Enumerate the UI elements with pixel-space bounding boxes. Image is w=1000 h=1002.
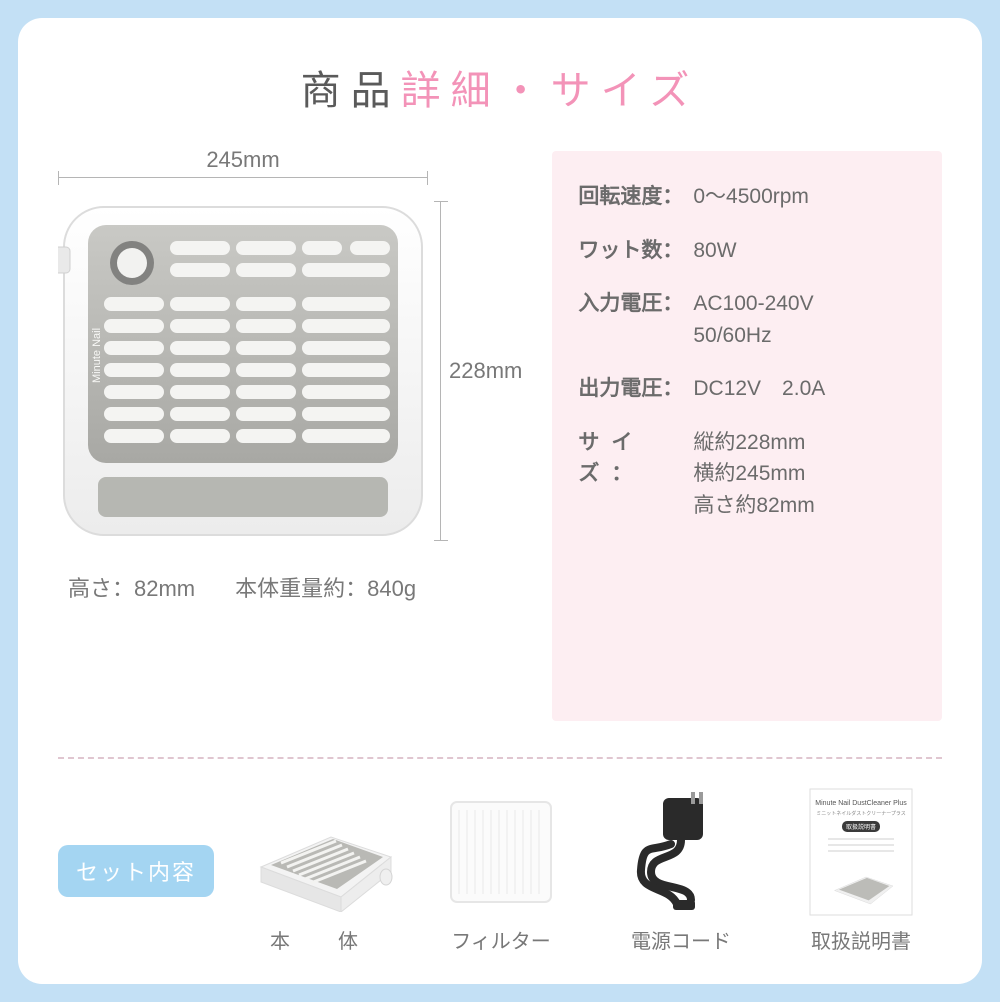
set-thumb — [236, 787, 406, 917]
product-row: Minute Nail 228mm — [58, 201, 522, 541]
height-dim-line — [440, 201, 441, 541]
spec-size: サイズ： 縦約228mm横約245mm高さ約82mm — [578, 427, 916, 522]
spec-rotation: 回転速度： 0〜4500rpm — [578, 181, 916, 213]
set-item-label: 取扱説明書 — [776, 925, 946, 954]
width-label: 245mm — [206, 147, 279, 173]
spec-watts: ワット数： 80W — [578, 235, 916, 267]
height-label: 228mm — [449, 358, 522, 384]
title-part1: 商品 — [301, 69, 401, 113]
set-item-filter: フィルター — [416, 787, 586, 954]
svg-text:Minute Nail DustCleaner Plus: Minute Nail DustCleaner Plus — [815, 800, 907, 807]
spec-label: 入力電圧： — [578, 288, 693, 351]
depth-label: 高さ：82mm — [68, 571, 195, 603]
spec-output: 出力電圧： DC12V 2.0A — [578, 373, 916, 405]
spec-value: 80W — [693, 235, 736, 267]
spec-value: 0〜4500rpm — [693, 181, 809, 213]
set-item-body: 本 体 — [236, 787, 406, 954]
spec-box: 回転速度： 0〜4500rpm ワット数： 80W 入力電圧： AC100-24… — [552, 151, 942, 721]
set-item-label: 電源コード — [596, 925, 766, 954]
height-dimension: 228mm — [440, 201, 522, 541]
main-row: 245mm — [58, 151, 942, 721]
spec-input: 入力電圧： AC100-240V50/60Hz — [578, 288, 916, 351]
spec-label: 回転速度： — [578, 181, 693, 213]
divider — [58, 757, 942, 759]
weight-label: 本体重量約：840g — [235, 571, 416, 603]
width-dimension: 245mm — [58, 151, 428, 187]
set-thumb — [596, 787, 766, 917]
under-info: 高さ：82mm 本体重量約：840g — [58, 571, 522, 603]
spec-label: サイズ： — [578, 427, 693, 522]
spec-value: 縦約228mm横約245mm高さ約82mm — [693, 427, 814, 522]
set-contents-row: セット内容 — [58, 787, 942, 954]
product-spec-card: 商品詳細・サイズ 245mm — [18, 18, 982, 984]
svg-text:取扱説明書: 取扱説明書 — [846, 823, 876, 831]
set-item-cord: 電源コード — [596, 787, 766, 954]
svg-text:Minute Nail: Minute Nail — [91, 328, 103, 383]
set-item-label: 本 体 — [236, 925, 406, 954]
page-title: 商品詳細・サイズ — [58, 58, 942, 116]
spec-value: AC100-240V50/60Hz — [693, 288, 813, 351]
set-thumb: Minute Nail DustCleaner Plus ミニットネイルダストク… — [776, 787, 946, 917]
set-item-manual: Minute Nail DustCleaner Plus ミニットネイルダストク… — [776, 787, 946, 954]
width-dim-line — [58, 177, 428, 178]
svg-text:ミニットネイルダストクリーナープラス: ミニットネイルダストクリーナープラス — [816, 810, 906, 817]
spec-value: DC12V 2.0A — [693, 373, 825, 405]
title-part2: 詳細・サイズ — [401, 69, 700, 113]
set-item-label: フィルター — [416, 925, 586, 954]
product-image: Minute Nail — [58, 201, 428, 541]
set-heading: セット内容 — [58, 845, 214, 897]
spec-label: ワット数： — [578, 235, 693, 267]
set-thumb — [416, 787, 586, 917]
set-items: 本 体 フィルター — [236, 787, 946, 954]
product-dimension-block: 245mm — [58, 151, 522, 721]
spec-label: 出力電圧： — [578, 373, 693, 405]
